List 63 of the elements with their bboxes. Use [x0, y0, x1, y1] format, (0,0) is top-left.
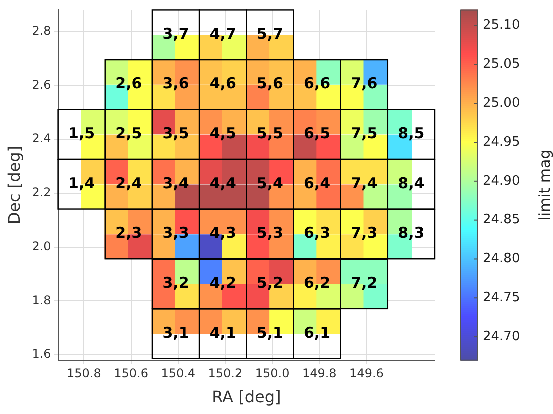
y-tick-label: 2.8 — [32, 24, 52, 38]
color-bar-label: 24.75 — [483, 290, 520, 306]
x-tick-label: 150.6 — [114, 366, 148, 381]
color-bar-label: 24.95 — [483, 134, 520, 150]
annotation: 6,3 — [304, 224, 331, 242]
annotation: 7,5 — [351, 124, 378, 143]
x-tick-label: 150.8 — [67, 366, 102, 381]
annotation: 7,6 — [351, 74, 378, 93]
annotation: 3,6 — [162, 74, 190, 93]
color-bar-title: limit mag — [536, 150, 553, 221]
y-tick-label: 2.6 — [32, 78, 52, 92]
annotation: 5,3 — [256, 224, 284, 242]
annotation: 4,6 — [210, 74, 236, 93]
annotation: 5,4 — [256, 174, 284, 192]
annotation: 6,5 — [304, 124, 331, 143]
annotation: 3,2 — [162, 274, 190, 292]
annotation: 8,3 — [398, 224, 425, 242]
annotation: 3,5 — [162, 124, 190, 143]
annotation: 7,3 — [351, 224, 378, 242]
annotation: 5,6 — [256, 74, 284, 93]
annotation: 2,4 — [116, 174, 142, 192]
y-tick-label: 2.0 — [32, 239, 52, 254]
y-tick-label: 1.8 — [32, 293, 52, 308]
color-bar-label: 24.90 — [483, 174, 520, 189]
color-bar-label: 25.00 — [483, 96, 520, 111]
y-tick-label: 2.2 — [32, 186, 52, 200]
x-tick-label: 149.6 — [350, 366, 384, 381]
color-bar-label: 25.05 — [483, 57, 520, 72]
y-tick-label: 2.4 — [32, 132, 52, 146]
color-bar-label: 24.85 — [483, 212, 520, 228]
annotation: 3,3 — [162, 224, 190, 242]
annotation: 3,4 — [162, 174, 190, 192]
annotation: 4,5 — [210, 124, 236, 143]
annotation: 7,2 — [351, 274, 378, 292]
x-axis-title: RA [deg] — [212, 388, 282, 407]
annotation: 6,4 — [304, 174, 331, 192]
annotation: 4,7 — [210, 24, 236, 43]
annotation: 2,6 — [116, 74, 142, 93]
color-bar-label: 24.80 — [483, 252, 520, 267]
annotation: 6,2 — [304, 274, 331, 292]
annotation: 2,5 — [116, 124, 142, 143]
annotation: 7,4 — [351, 174, 378, 192]
annotation: 4,4 — [210, 174, 236, 192]
annotation: 4,2 — [210, 274, 236, 292]
annotation: 1,5 — [68, 124, 96, 143]
annotation: 1,4 — [68, 174, 96, 192]
color-bar-label: 24.70 — [483, 329, 520, 344]
annotation: 2,3 — [116, 224, 142, 242]
annotation: 6,1 — [304, 324, 331, 342]
x-tick-label: 149.8 — [302, 366, 337, 381]
y-tick-label: 1.6 — [32, 347, 52, 362]
annotation: 8,4 — [398, 174, 425, 192]
y-axis-title: Dec [deg] — [4, 146, 24, 225]
annotation: 5,2 — [256, 274, 284, 292]
annotation: 6,6 — [304, 74, 331, 93]
x-tick-label: 150.0 — [255, 366, 290, 381]
annotation: 4,3 — [210, 224, 236, 242]
x-tick-label: 150.2 — [208, 366, 243, 381]
annotation: 5,5 — [256, 124, 284, 143]
color-bar-label: 25.10 — [483, 18, 520, 34]
annotation: 3,7 — [162, 24, 190, 43]
annotation: 8,5 — [398, 124, 425, 143]
x-tick-label: 150.4 — [161, 366, 196, 381]
